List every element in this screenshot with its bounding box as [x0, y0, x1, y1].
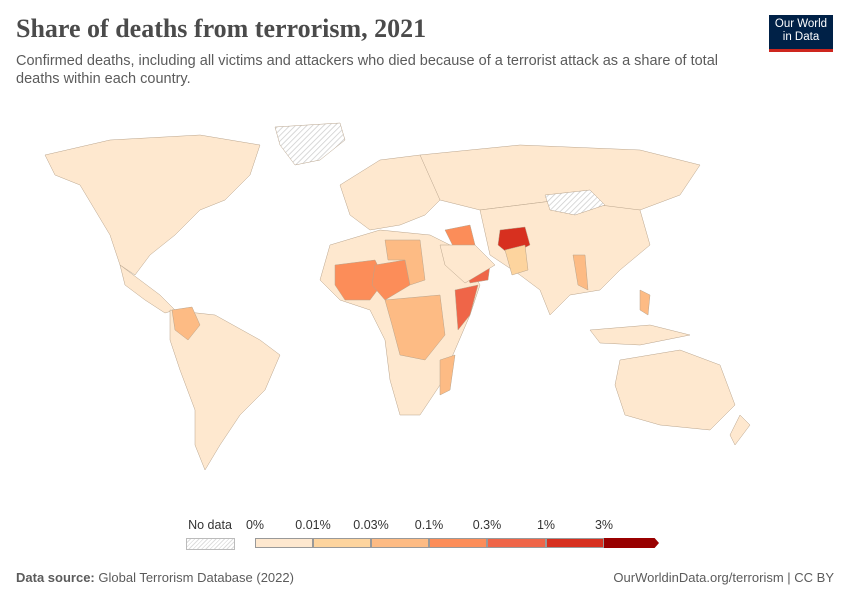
chart-title: Share of deaths from terrorism, 2021	[16, 14, 427, 43]
map-region-libya-chad[interactable]	[384, 239, 426, 286]
map-region-europe[interactable]	[339, 154, 441, 231]
map-region-south-america[interactable]	[169, 309, 281, 471]
legend-bin[interactable]	[313, 538, 371, 548]
map-region-australia[interactable]	[614, 349, 736, 431]
legend-bin[interactable]	[429, 538, 487, 548]
footer-link[interactable]: OurWorldinData.org/terrorism | CC BY	[613, 570, 834, 585]
legend-no-data-label: No data	[188, 518, 232, 532]
source-text: Global Terrorism Database (2022)	[98, 570, 294, 585]
logo-line2: in Data	[782, 31, 820, 43]
source-label: Data source:	[16, 570, 95, 585]
map-region-somalia[interactable]	[454, 284, 479, 331]
map-region-asia-south[interactable]	[479, 199, 651, 316]
map-region-myanmar[interactable]	[572, 254, 589, 291]
legend-tick: 0.3%	[472, 518, 502, 532]
map-region-indonesia[interactable]	[589, 324, 691, 346]
legend-no-data-swatch	[186, 538, 235, 550]
map-region-sahel-west[interactable]	[334, 259, 386, 301]
map-region-central-africa[interactable]	[384, 294, 446, 361]
map-region-mozambique[interactable]	[439, 354, 456, 396]
legend-tick: 3%	[594, 518, 614, 532]
legend-bin[interactable]	[546, 538, 604, 548]
legend-tick: 0.1%	[414, 518, 444, 532]
legend-bin[interactable]	[487, 538, 546, 548]
legend-tick: 1%	[536, 518, 556, 532]
map-region-central-america[interactable]	[119, 264, 176, 314]
legend-tick: 0%	[245, 518, 265, 532]
map-legend: No data 0% 0.01% 0.03% 0.1% 0.3% 1% 3%	[0, 518, 850, 558]
map-region-greenland[interactable]	[274, 122, 346, 166]
chart-subtitle: Confirmed deaths, including all victims …	[16, 53, 718, 87]
legend-bin[interactable]	[371, 538, 429, 548]
map-region-western-china-nodata[interactable]	[544, 189, 606, 216]
data-source: Data source: Global Terrorism Database (…	[16, 570, 294, 585]
map-region-colombia[interactable]	[171, 306, 201, 341]
legend-bin[interactable]	[255, 538, 313, 548]
legend-tick: 0.01%	[295, 518, 331, 532]
legend-bin[interactable]	[604, 538, 659, 548]
map-region-pakistan[interactable]	[504, 244, 529, 276]
logo-line1: Our World	[774, 18, 828, 30]
map-region-north-america[interactable]	[44, 134, 261, 276]
map-region-niger[interactable]	[371, 259, 411, 301]
map-region-philippines[interactable]	[639, 289, 651, 316]
map-region-arabia[interactable]	[439, 244, 496, 284]
owid-logo[interactable]: Our World in Data	[769, 15, 833, 52]
world-map[interactable]	[0, 115, 800, 475]
map-region-new-zealand[interactable]	[729, 414, 751, 446]
legend-tick: 0.03%	[353, 518, 389, 532]
